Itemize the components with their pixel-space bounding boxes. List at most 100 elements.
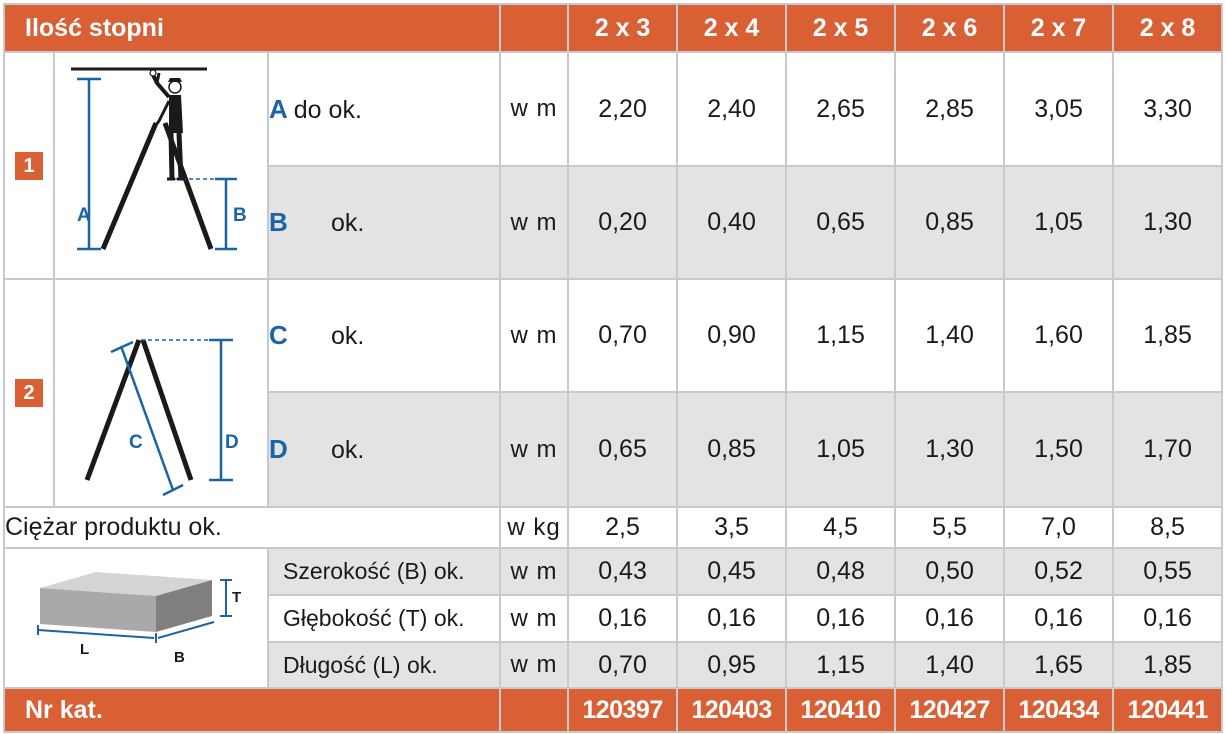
table-row-package-width: T L B Szerokość (B) ok. w m 0,43 0,45 0,… [3, 547, 1224, 689]
unit-cell: w m [499, 391, 570, 508]
dimension-text: ok. [331, 436, 365, 464]
ladder-spec-table: Ilość stopni 2 x 3 2 x 4 2 x 5 2 x 6 2 x… [2, 3, 1224, 733]
unit-cell: w m [499, 51, 570, 167]
figure-label-d: D [225, 432, 239, 453]
value-cell: 1,50 [1003, 391, 1115, 508]
value-cell: 0,70 [567, 278, 679, 393]
dimension-text: do ok. [293, 95, 362, 124]
value-cell: 3,05 [1003, 51, 1115, 167]
section-badge: 1 [15, 151, 43, 180]
section-1-badge-cell: 1 [3, 51, 55, 280]
catalog-number: 120403 [676, 687, 788, 733]
header-unit-blank [499, 3, 570, 53]
value-cell: 0,16 [1112, 594, 1224, 643]
value-cell: 0,85 [894, 165, 1006, 280]
value-cell: 0,70 [567, 641, 679, 689]
value-cell: 1,15 [785, 278, 897, 393]
ladder-with-worker-illustration: A B [71, 67, 247, 250]
worker-icon [149, 68, 185, 180]
unit-cell: w m [499, 278, 570, 393]
dimension-letter: B [269, 207, 288, 237]
value-cell: 0,16 [676, 594, 788, 643]
value-cell: 1,60 [1003, 278, 1115, 393]
footer-unit-blank [499, 687, 570, 733]
figure-label-t: T [232, 589, 241, 606]
value-cell: 1,85 [1112, 641, 1224, 689]
value-cell: 5,5 [894, 506, 1006, 549]
section-badge: 2 [15, 379, 43, 407]
value-cell: 4,5 [785, 506, 897, 549]
value-cell: 0,40 [676, 165, 788, 280]
value-cell: 0,90 [676, 278, 788, 393]
dimension-text: ok. [331, 209, 365, 237]
value-cell: 0,16 [894, 594, 1006, 643]
unit-cell: w m [499, 165, 570, 280]
catalog-number-label: Nr kat. [2, 687, 502, 733]
table-row-weight: Ciężar produktu ok. w kg 2,5 3,5 4,5 5,5… [2, 506, 1224, 549]
box-illustration: T L B [37, 572, 241, 666]
package-figure: T L B [3, 547, 269, 689]
ladder-dimensions-figure: D C [53, 278, 269, 508]
value-cell: 2,65 [785, 51, 897, 167]
value-cell: 1,40 [894, 641, 1006, 689]
catalog-number: 120397 [567, 687, 679, 733]
dimension-letter: C [269, 320, 288, 350]
value-cell: 3,30 [1112, 51, 1224, 167]
unit-cell: w m [499, 641, 570, 689]
value-cell: 1,05 [1003, 165, 1115, 280]
value-cell: 0,45 [676, 547, 788, 596]
package-label: Szerokość (B) ok. [266, 547, 502, 596]
catalog-number: 120441 [1112, 687, 1224, 733]
value-cell: 1,15 [785, 641, 897, 689]
value-cell: 0,85 [676, 391, 788, 508]
table-row-package-length: Długość (L) ok. w m 0,70 0,95 1,15 1,40 … [4, 641, 1224, 689]
table-row-package-depth: Głębokość (T) ok. w m 0,16 0,16 0,16 0,1… [4, 594, 1224, 643]
figure-label-c: C [129, 432, 143, 453]
footer-row: Nr kat. 120397 120403 120410 120427 1204… [2, 687, 1224, 733]
value-cell: 1,05 [785, 391, 897, 508]
col-header: 2 x 3 [567, 3, 679, 53]
value-cell: 1,30 [894, 391, 1006, 508]
value-cell: 0,52 [1003, 547, 1115, 596]
value-cell: 1,85 [1112, 278, 1224, 393]
unit-cell: w kg [499, 506, 570, 549]
package-label: Głębokość (T) ok. [266, 594, 502, 643]
value-cell: 7,0 [1003, 506, 1115, 549]
value-cell: 0,16 [567, 594, 679, 643]
value-cell: 1,70 [1112, 391, 1224, 508]
dimension-letter: A [269, 93, 288, 124]
value-cell: 8,5 [1112, 506, 1224, 549]
value-cell: 0,95 [676, 641, 788, 689]
table-row-a: 1 A B [3, 51, 1224, 280]
value-cell: 0,65 [567, 391, 679, 508]
value-cell: 0,20 [567, 165, 679, 280]
package-label: Długość (L) ok. [266, 641, 502, 689]
value-cell: 0,43 [567, 547, 679, 596]
weight-label: Ciężar produktu ok. [2, 506, 502, 549]
value-cell: 0,16 [785, 594, 897, 643]
ladder-open-illustration: D C [84, 338, 239, 497]
unit-cell: w m [499, 547, 570, 596]
value-cell: 1,65 [1003, 641, 1115, 689]
value-cell: 2,5 [567, 506, 679, 549]
unit-cell: w m [499, 594, 570, 643]
working-height-figure: A B [53, 51, 269, 280]
value-cell: 2,40 [676, 51, 788, 167]
value-cell: 0,55 [1112, 547, 1224, 596]
col-header: 2 x 7 [1003, 3, 1115, 53]
value-cell: 2,85 [894, 51, 1006, 167]
figure-label-b: B [233, 205, 247, 226]
value-cell: 0,16 [1003, 594, 1115, 643]
col-header: 2 x 6 [894, 3, 1006, 53]
figure-label-l: L [80, 641, 89, 658]
steps-count-title: Ilość stopni [2, 3, 502, 53]
dimension-text: ok. [331, 322, 365, 350]
col-header: 2 x 5 [785, 3, 897, 53]
value-cell: 0,65 [785, 165, 897, 280]
